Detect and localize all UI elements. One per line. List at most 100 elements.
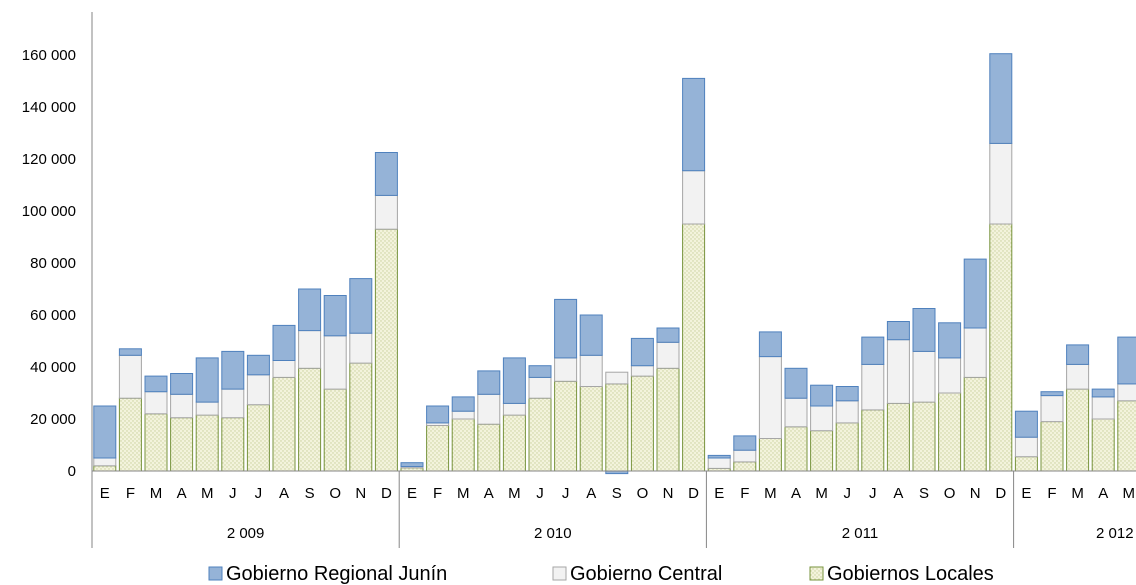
bar-segment (221, 417, 245, 472)
bar-segment (221, 388, 245, 419)
bar-segment (938, 357, 962, 394)
bar-segment (118, 397, 142, 472)
bar-segment (938, 322, 962, 359)
bar-segment (528, 376, 552, 399)
month-label: A (484, 485, 494, 502)
bar-segment (221, 350, 245, 390)
bar-segment (784, 397, 808, 428)
bar-segment (298, 367, 322, 472)
bar-segment (579, 386, 603, 472)
bar-segment (861, 363, 885, 411)
bar-segment (1040, 395, 1064, 423)
bar-segment (246, 404, 270, 472)
bar-segment (1066, 388, 1090, 472)
bar-segment (963, 376, 987, 472)
legend-label: Gobiernos Locales (827, 563, 994, 585)
bar-segment (1014, 456, 1038, 472)
bar-segment (144, 391, 168, 415)
month-label: D (381, 485, 392, 502)
bar-segment (298, 288, 322, 332)
bar-segment (1040, 391, 1064, 397)
bar-segment (246, 374, 270, 406)
bar-segment (682, 170, 706, 225)
bar-segment (1040, 421, 1064, 472)
bars (93, 53, 1136, 475)
bar-segment (733, 449, 757, 463)
y-tick-label: 120 000 (22, 151, 76, 168)
month-label: O (944, 485, 956, 502)
legend-swatch (552, 566, 567, 581)
bar-segment (118, 354, 142, 399)
y-tick-label: 40 000 (30, 359, 76, 376)
bar-segment (963, 327, 987, 378)
month-label: M (508, 485, 521, 502)
month-label: M (1071, 485, 1084, 502)
bar-segment (963, 258, 987, 329)
bar-segment (682, 223, 706, 472)
bar-segment (630, 365, 654, 377)
bar-segment (477, 393, 501, 425)
y-tick-label: 60 000 (30, 307, 76, 324)
bar-segment (272, 376, 296, 472)
legend-swatch (809, 566, 824, 581)
bar-segment (554, 380, 578, 472)
bar-segment (938, 392, 962, 472)
month-label: S (305, 485, 315, 502)
bar-segment (810, 405, 834, 432)
month-label: J (536, 485, 544, 502)
bar-segment (1014, 436, 1038, 458)
bar-segment (195, 414, 219, 472)
bar-segment (323, 388, 347, 472)
bar-segment (349, 278, 373, 334)
month-label: F (1047, 485, 1056, 502)
bar-segment (170, 393, 194, 419)
month-label: J (229, 485, 237, 502)
month-label: M (1123, 485, 1136, 502)
bar-segment (349, 362, 373, 472)
bar-segment (1117, 336, 1136, 385)
month-label: F (126, 485, 135, 502)
bar-segment (374, 194, 398, 230)
month-label: M (764, 485, 777, 502)
bar-segment (1091, 396, 1115, 420)
year-label: 2 009 (227, 525, 265, 542)
month-label: A (791, 485, 801, 502)
bar-segment (886, 339, 910, 404)
bar-segment (451, 418, 475, 472)
bar-segment (323, 335, 347, 390)
month-label: D (688, 485, 699, 502)
bar-segment (374, 152, 398, 196)
month-label: A (1098, 485, 1108, 502)
bar-segment (630, 337, 654, 367)
bar-segment (912, 308, 936, 352)
bar-segment (758, 438, 782, 472)
bar-segment (1066, 363, 1090, 390)
year-label: 2 011 (842, 525, 878, 542)
bar-segment (579, 354, 603, 387)
month-label: M (457, 485, 470, 502)
bar-segment (93, 405, 117, 459)
bar-segment (605, 383, 629, 472)
bar-segment (528, 365, 552, 378)
bar-segment (758, 356, 782, 440)
bar-segment (682, 77, 706, 172)
month-label: E (407, 485, 417, 502)
bar-segment (886, 402, 910, 472)
bar-segment (323, 295, 347, 337)
bar-segment (246, 354, 270, 376)
y-tick-label: 100 000 (22, 203, 76, 220)
y-tick-label: 80 000 (30, 255, 76, 272)
y-tick-label: 140 000 (22, 99, 76, 116)
bar-segment (528, 397, 552, 472)
month-label: J (255, 485, 263, 502)
bar-segment (272, 360, 296, 378)
bar-segment (502, 402, 526, 416)
bar-segment (195, 357, 219, 403)
bar-segment (144, 375, 168, 393)
bar-segment (605, 371, 629, 385)
month-label: M (150, 485, 163, 502)
bar-segment (1066, 344, 1090, 365)
bar-segment (835, 400, 859, 424)
bar-segment (1091, 418, 1115, 472)
